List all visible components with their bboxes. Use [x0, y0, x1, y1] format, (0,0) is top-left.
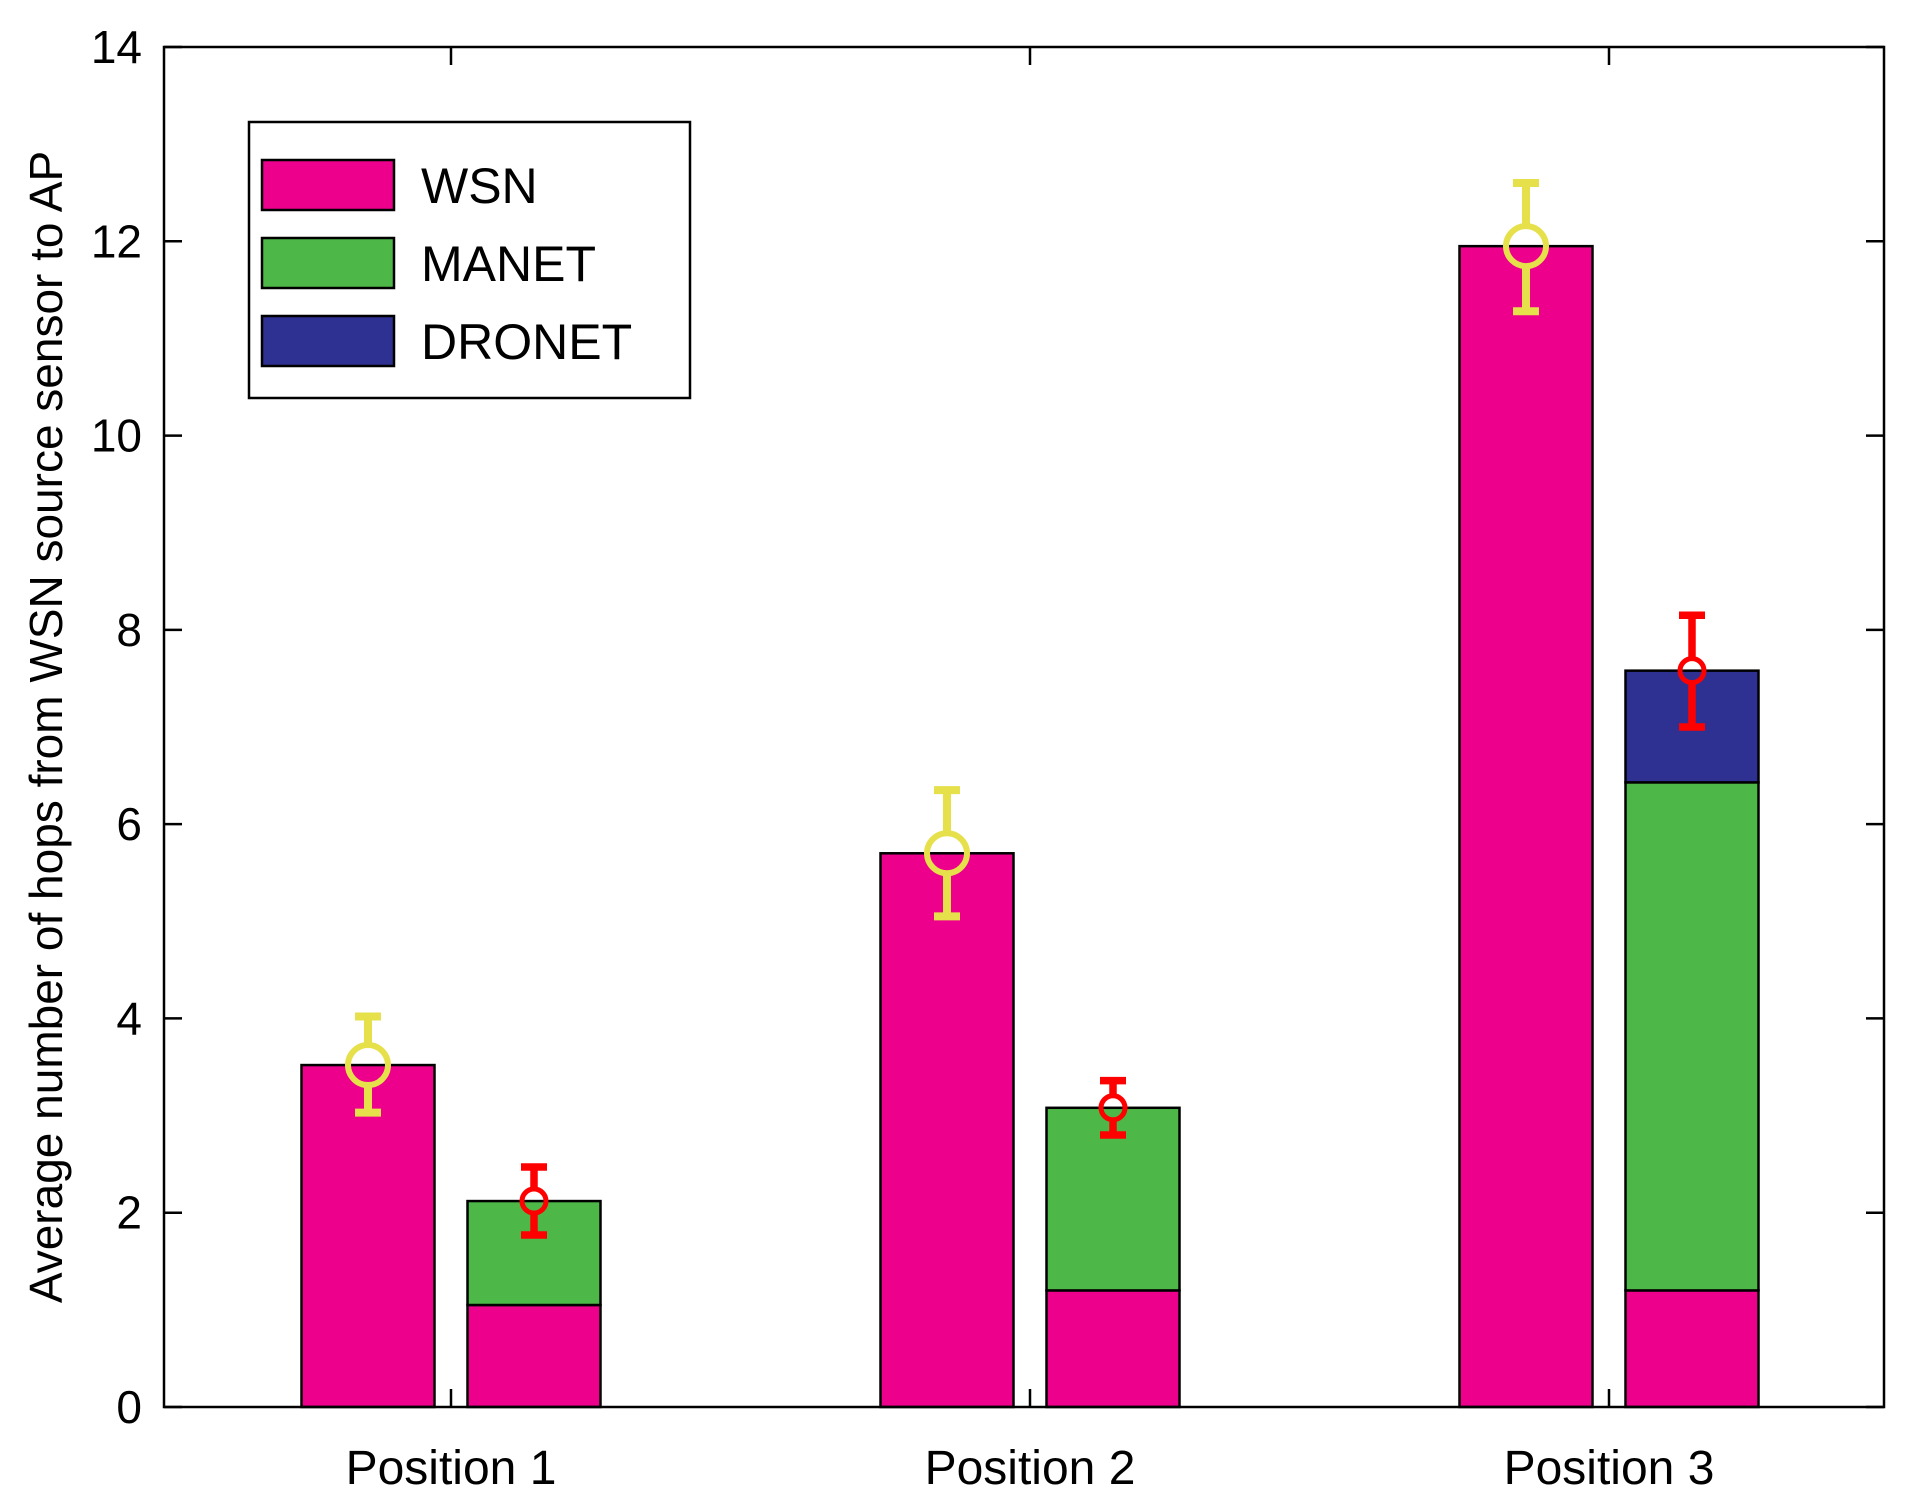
- mean-marker: [1098, 1093, 1128, 1123]
- legend-label-manet: MANET: [421, 236, 596, 292]
- y-tick-label: 4: [116, 992, 142, 1044]
- legend-label-wsn: WSN: [421, 158, 538, 214]
- y-tick-label: 2: [116, 1187, 142, 1239]
- bar-segment-wsn: [300, 1063, 436, 1409]
- category-label: Position 3: [1504, 1442, 1715, 1495]
- y-tick-label: 10: [91, 410, 142, 462]
- axes-box: [162, 45, 1886, 1409]
- y-tick-label: 6: [116, 798, 142, 850]
- category-labels: Position 1 Position 2 Position 3: [346, 1442, 1715, 1495]
- y-tick-label: 12: [91, 215, 142, 267]
- legend-swatch-wsn: [260, 158, 396, 212]
- y-tick-label: 8: [116, 604, 142, 656]
- bar-segment-manet: [1045, 1106, 1181, 1292]
- y-axis-label: Average number of hops from WSN source s…: [20, 151, 72, 1303]
- ticks-layer: [164, 45, 1884, 1409]
- mean-marker: [345, 1042, 391, 1089]
- mean-marker: [924, 830, 970, 877]
- y-tick-label: 14: [91, 21, 142, 73]
- mean-marker: [1677, 656, 1707, 686]
- mean-marker: [1503, 223, 1549, 270]
- bar-segment-wsn: [879, 852, 1015, 1409]
- bars-layer: [300, 244, 1760, 1409]
- legend-swatch-manet: [260, 236, 396, 290]
- bar-segment-manet: [1624, 781, 1760, 1292]
- category-label: Position 1: [346, 1442, 557, 1495]
- bar-segment-wsn: [1458, 244, 1594, 1409]
- error-bars-layer: [345, 179, 1707, 1239]
- bar-segment-wsn: [1045, 1289, 1181, 1409]
- legend: WSN MANET DRONET: [247, 120, 692, 400]
- bar-segment-wsn: [466, 1303, 602, 1409]
- y-tick-labels: 0 2 4 6 8 10 12 14: [91, 21, 142, 1433]
- category-label: Position 2: [925, 1442, 1136, 1495]
- mean-marker: [519, 1186, 549, 1216]
- legend-label-dronet: DRONET: [421, 314, 632, 370]
- legend-swatch-dronet: [260, 314, 396, 368]
- bar-segment-wsn: [1624, 1289, 1760, 1409]
- y-tick-label: 0: [116, 1381, 142, 1433]
